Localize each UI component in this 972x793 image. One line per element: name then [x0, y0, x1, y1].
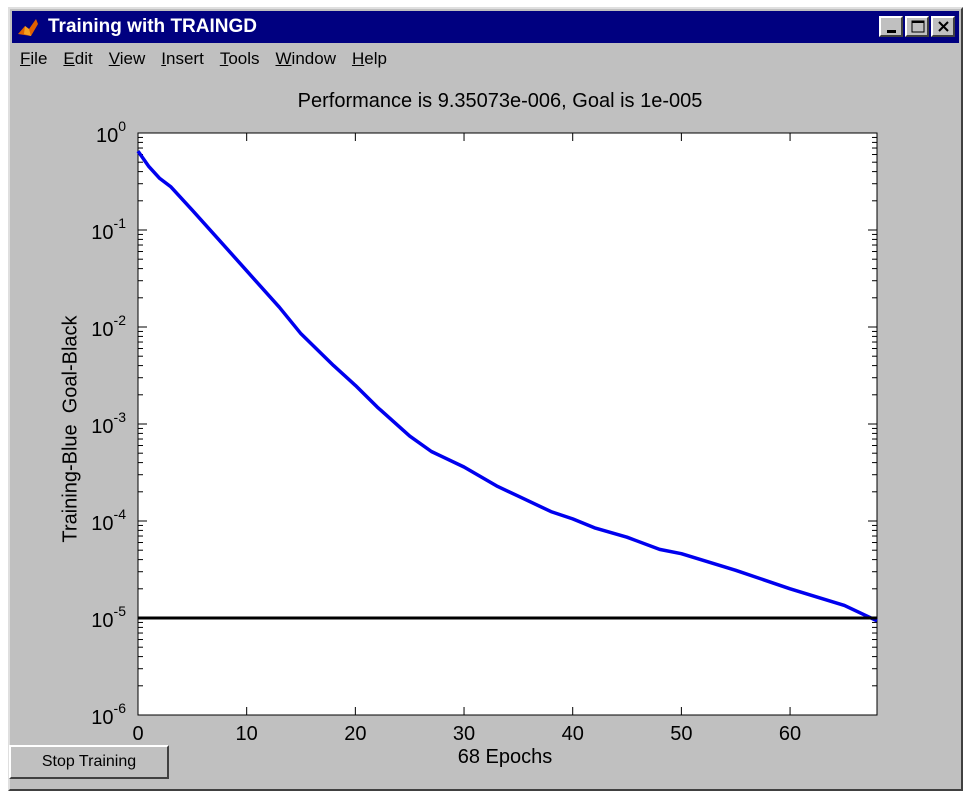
y-tick-label: 10-5: [91, 603, 126, 632]
title-bar[interactable]: Training with TRAINGD: [12, 11, 959, 43]
x-tick-label: 10: [236, 723, 258, 745]
y-tick-label: 10-1: [91, 215, 126, 244]
chart-title: Performance is 9.35073e-006, Goal is 1e-…: [297, 90, 703, 112]
minimize-icon: [887, 30, 896, 33]
menu-insert[interactable]: Insert: [161, 49, 204, 68]
maximize-icon: [911, 20, 925, 33]
training-line: [136, 150, 878, 623]
menu-bar: File Edit View Insert Tools Window Help: [12, 45, 959, 73]
y-tick-label: 10-4: [91, 506, 126, 535]
y-tick-label: 10-2: [91, 312, 126, 341]
x-tick-label: 50: [670, 723, 692, 745]
menu-help[interactable]: Help: [351, 49, 387, 68]
y-tick-labels: 100 10-1 10-2 10-3 10-4 10-5 10-6: [91, 118, 126, 729]
y-tick-label: 10-3: [91, 409, 126, 438]
close-icon: [938, 21, 949, 32]
minor-ticks: [138, 136, 877, 687]
menu-edit[interactable]: Edit: [63, 49, 93, 68]
menu-view[interactable]: View: [108, 49, 146, 68]
major-ticks: [137, 132, 877, 716]
x-tick-label: 40: [562, 723, 584, 745]
series-group: [136, 150, 878, 623]
y-tick-label: 100: [96, 118, 126, 147]
stop-training-button[interactable]: Stop Training: [9, 745, 169, 779]
maximize-button[interactable]: [905, 16, 929, 37]
menu-window[interactable]: Window: [275, 49, 336, 68]
window-controls: [877, 16, 955, 38]
x-tick-label: 60: [779, 723, 801, 745]
x-tick-labels: 0 10 20 30 40 50 60: [132, 723, 801, 745]
menu-tools[interactable]: Tools: [219, 49, 260, 68]
y-tick-label: 10-6: [91, 700, 126, 729]
x-tick-label: 30: [453, 723, 475, 745]
window-title: Training with TRAINGD: [48, 16, 257, 37]
x-tick-label: 20: [344, 723, 366, 745]
menu-file[interactable]: File: [20, 49, 48, 68]
close-button[interactable]: [931, 16, 955, 37]
x-tick-label: 0: [132, 723, 143, 745]
plot-area: [137, 132, 878, 716]
y-axis-label: Training-Blue Goal-Black: [59, 315, 82, 543]
matlab-logo-icon: [18, 19, 38, 36]
minimize-button[interactable]: [879, 16, 903, 37]
x-axis-label: 68 Epochs: [457, 746, 553, 768]
